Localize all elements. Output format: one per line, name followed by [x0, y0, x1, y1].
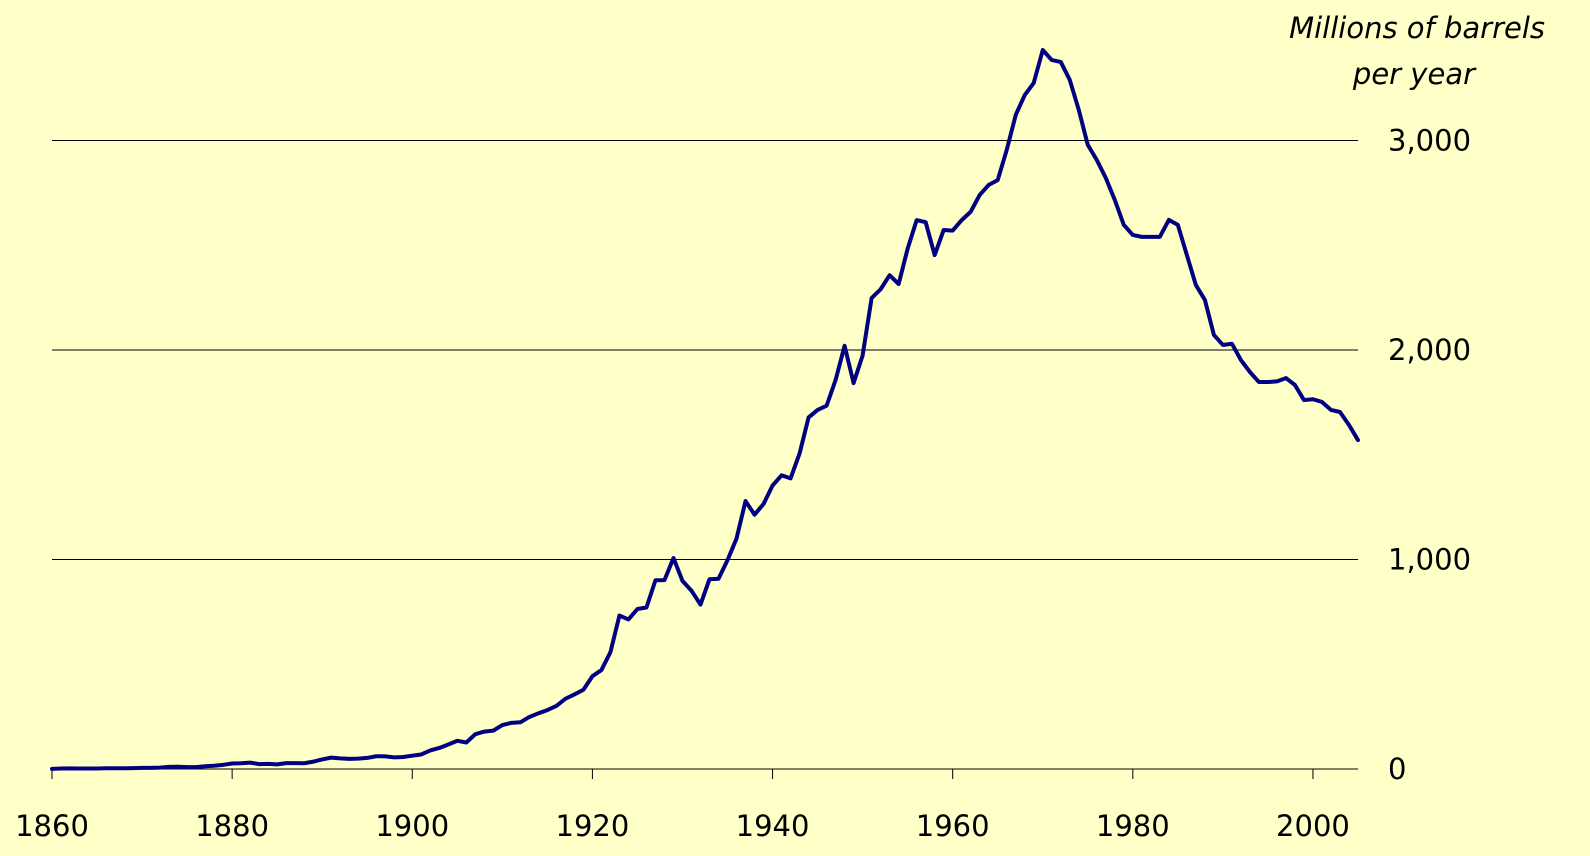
y-axis-label: per year	[1352, 57, 1477, 91]
y-tick-label: 2,000	[1388, 333, 1471, 367]
x-tick-label: 1900	[375, 809, 449, 843]
x-tick-label: 1920	[556, 809, 630, 843]
y-axis-label: Millions of barrels	[1289, 11, 1545, 45]
y-tick-label: 0	[1388, 752, 1406, 786]
y-tick-label: 1,000	[1388, 543, 1471, 577]
x-tick-label: 2000	[1276, 809, 1350, 843]
x-tick-label: 1860	[15, 809, 89, 843]
x-tick-label: 1980	[1096, 809, 1170, 843]
data-line	[50, 48, 1360, 771]
y-tick-label: 3,000	[1388, 124, 1471, 158]
x-tick-label: 1960	[916, 809, 990, 843]
x-tick-label: 1940	[736, 809, 810, 843]
x-tick-label: 1880	[195, 809, 269, 843]
